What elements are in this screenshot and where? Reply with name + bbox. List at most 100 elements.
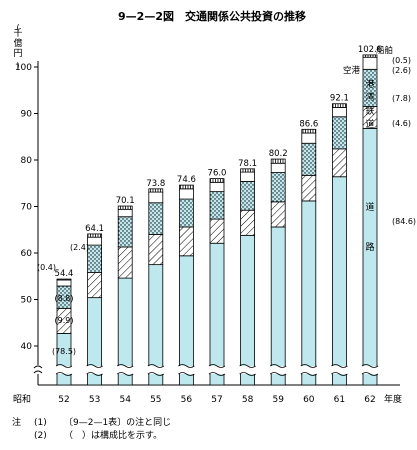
bar-segment xyxy=(301,128,317,134)
bar-segment xyxy=(301,142,317,176)
bar-break-line xyxy=(361,364,379,376)
series-label-ship: 船舶 xyxy=(376,45,393,56)
bar-segment xyxy=(240,180,256,211)
bars xyxy=(55,54,379,386)
note-text: 〔9—2—1表〕の注と同じ xyxy=(64,418,172,428)
bar-total-label: 73.8 xyxy=(146,179,165,189)
bar-break-mask xyxy=(56,366,72,374)
bar-segment xyxy=(148,233,164,266)
pct-label: (84.6) xyxy=(392,217,416,226)
y-tick-label: 40 xyxy=(21,342,33,352)
x-tick-label: 54 xyxy=(119,395,131,405)
series-label-port: 湾 xyxy=(365,91,374,103)
bar-break-line xyxy=(300,364,318,376)
bar-segment xyxy=(87,233,102,238)
bar-total-label: 76.0 xyxy=(208,169,227,179)
pct-label: (8.8) xyxy=(55,294,74,303)
bar-segment xyxy=(117,216,133,248)
pct-label: (2.4) xyxy=(70,243,89,252)
bar-break-mask xyxy=(362,366,378,374)
bar-break-line xyxy=(147,364,165,376)
bar-segment xyxy=(148,191,164,204)
note-row: 注 (1) 〔9—2—1表〕の注と同じ xyxy=(12,417,171,430)
bar-break-mask xyxy=(331,366,348,374)
bar-segment xyxy=(331,176,347,386)
bar-break-mask xyxy=(239,366,256,374)
bar-total-label: 78.1 xyxy=(238,159,257,169)
x-tick-label: 53 xyxy=(89,395,100,405)
y-tick-label: 100 xyxy=(15,63,32,73)
x-tick-label: 62 xyxy=(364,395,375,405)
bar-segment xyxy=(240,209,256,236)
x-tick-label: 59 xyxy=(272,395,284,405)
bar-break-line xyxy=(239,364,256,376)
x-tick-label: 55 xyxy=(150,395,161,405)
pct-label: (78.5) xyxy=(52,347,76,356)
series-label-rail: 道 xyxy=(365,118,374,130)
pct-label: (4.6) xyxy=(392,119,411,128)
note-number: (2) xyxy=(34,431,47,441)
bar-segment xyxy=(148,188,164,193)
bar-segment xyxy=(209,178,225,183)
bar-segment xyxy=(331,116,347,150)
bar-break-line xyxy=(178,364,195,376)
x-axis-suffix: 年度 xyxy=(384,393,402,405)
pct-label: (9.9) xyxy=(55,316,74,325)
bar-segment xyxy=(148,202,164,235)
bar-break-line xyxy=(269,364,287,376)
bar-segment xyxy=(331,103,347,108)
bar-break-mask xyxy=(147,366,164,374)
bar-segment xyxy=(178,184,194,190)
bar-total-label: 102.6 xyxy=(358,45,382,55)
bar-total-label: 64.1 xyxy=(85,224,104,234)
bar-segment xyxy=(270,158,286,164)
bar-segment xyxy=(117,208,133,218)
bar-segment xyxy=(270,162,286,173)
bar-segment xyxy=(178,226,194,257)
bar-break-line xyxy=(208,364,226,376)
bar-total-label: 92.1 xyxy=(330,94,349,104)
bar-break-line xyxy=(116,364,134,376)
bar-segment xyxy=(117,246,133,279)
x-axis-prefix: 昭和 xyxy=(13,394,31,405)
bar-segment xyxy=(87,244,102,273)
bar-total-label: 54.4 xyxy=(55,269,74,279)
x-tick-label: 61 xyxy=(334,395,345,405)
y-tick-label: 70 xyxy=(21,203,33,213)
bar-total-label: 74.6 xyxy=(177,175,196,185)
bar-segment xyxy=(301,200,317,386)
series-label-port: 港 xyxy=(365,78,374,90)
chart-title: 9—2—2図 交通関係公共投資の推移 xyxy=(118,9,306,23)
bar-break-mask xyxy=(86,366,103,374)
bar-segment xyxy=(240,168,256,173)
bar-segment xyxy=(209,218,225,244)
bar-break-line xyxy=(331,364,348,376)
axis-break xyxy=(33,365,43,374)
y-axis-unit-char: 円 xyxy=(13,48,22,59)
y-axis-unit-char: 千 xyxy=(13,28,22,39)
bar-segment xyxy=(56,278,72,281)
bar-segment xyxy=(209,181,225,193)
bar-segment xyxy=(56,333,72,386)
bar-segment xyxy=(270,172,286,203)
series-label-road: 道 xyxy=(365,201,374,213)
pct-label: (0.4) xyxy=(37,263,56,272)
bar-total-label: 70.1 xyxy=(116,196,135,206)
bar-break-mask xyxy=(300,366,317,374)
bar-segment xyxy=(87,236,102,246)
series-label-road: 路 xyxy=(365,241,374,253)
bar-break-mask xyxy=(117,366,134,374)
pct-label: (0.5) xyxy=(392,56,411,65)
bar-break-line xyxy=(55,364,73,376)
bar-break-mask xyxy=(178,366,195,374)
series-label-rail: 鉄 xyxy=(365,105,374,117)
x-tick-label: 56 xyxy=(181,395,193,405)
y-tick-label: 90 xyxy=(21,110,33,120)
bar-break-line xyxy=(86,364,103,376)
bar-segment xyxy=(362,54,378,58)
note-row: (2) （ ）は構成比を示す。 xyxy=(12,430,171,443)
x-tick-label: 52 xyxy=(58,395,69,405)
bar-segment xyxy=(362,127,378,386)
bar-segment xyxy=(331,107,347,118)
pct-label: (2.6) xyxy=(392,66,411,75)
